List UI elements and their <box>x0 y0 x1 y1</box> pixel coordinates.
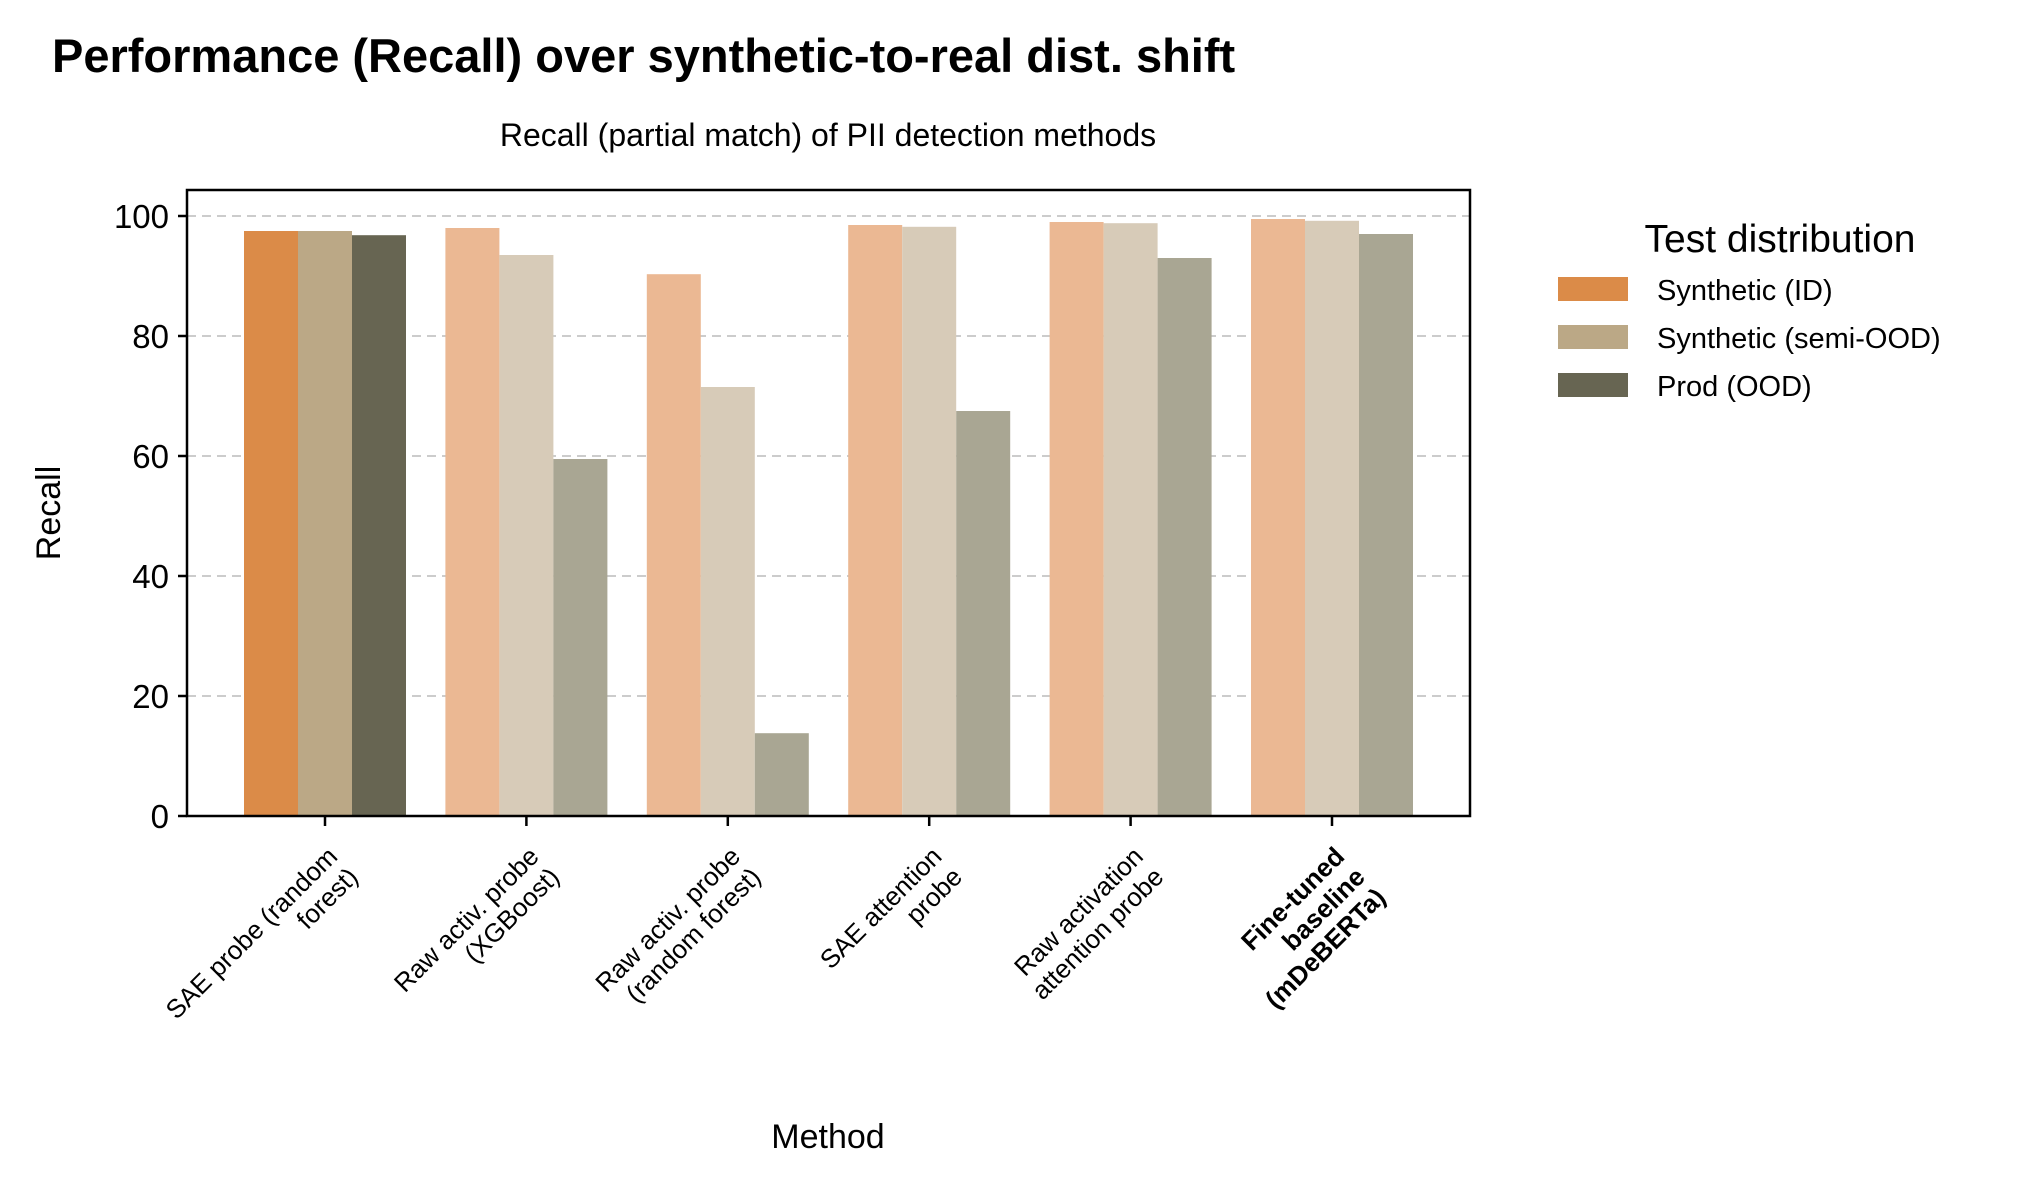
bar-prod-ood <box>956 411 1011 816</box>
bar-synthetic-id <box>244 231 298 816</box>
bar-synthetic-semi-ood <box>700 387 755 816</box>
y-tick-label: 60 <box>132 438 169 475</box>
bar-prod-ood <box>754 733 809 816</box>
chart-title: Performance (Recall) over synthetic-to-r… <box>52 29 1235 82</box>
bar-synthetic-id <box>445 228 500 816</box>
x-tick-label: SAE attentionprobe <box>814 841 968 995</box>
bar-prod-ood <box>1359 234 1413 816</box>
legend: Test distribution Synthetic (ID) Syntheti… <box>1558 218 1941 403</box>
bar-synthetic-semi-ood <box>1305 220 1359 817</box>
x-axis-ticks: SAE probe (randomforest) Raw activ. probe… <box>160 816 1391 1045</box>
legend-item-label: Synthetic (semi-OOD) <box>1657 323 1941 355</box>
y-tick-label: 20 <box>132 678 169 715</box>
bar-synthetic-semi-ood <box>298 231 352 816</box>
legend-item-label: Prod (OOD) <box>1657 371 1812 403</box>
legend-swatch <box>1558 373 1628 397</box>
bars <box>244 219 1413 817</box>
x-tick-label: Raw activationattention probe <box>1005 841 1169 1005</box>
y-axis-ticks: 0 20 40 60 80 100 <box>114 198 187 835</box>
y-tick-label: 40 <box>132 558 169 595</box>
x-tick-label: SAE probe (randomforest) <box>160 841 364 1045</box>
legend-swatch <box>1558 325 1628 349</box>
y-tick-label: 80 <box>132 318 169 355</box>
bar-prod-ood <box>352 235 406 816</box>
legend-item-label: Synthetic (ID) <box>1657 275 1833 307</box>
x-tick-label: Raw activ. probe(random forest) <box>589 841 766 1018</box>
legend-title: Test distribution <box>1645 218 1916 261</box>
plot-frame <box>185 188 1472 818</box>
bar-synthetic-id <box>1049 222 1104 816</box>
y-axis-label: Recall <box>30 466 68 560</box>
bar-synthetic-id <box>848 225 903 816</box>
y-tick-label: 0 <box>151 798 169 835</box>
bar-prod-ood <box>553 459 608 816</box>
bar-synthetic-semi-ood <box>1103 223 1158 816</box>
bar-synthetic-semi-ood <box>499 255 554 816</box>
bar-synthetic-id <box>1251 219 1305 816</box>
chart-subtitle: Recall (partial match) of PII detection … <box>500 117 1156 153</box>
y-tick-label: 100 <box>114 198 169 235</box>
x-axis-label: Method <box>771 1118 884 1156</box>
bar-prod-ood <box>1157 258 1212 816</box>
x-tick-label: Raw activ. probe(XGBoost) <box>388 841 565 1018</box>
bar-synthetic-id <box>646 274 701 816</box>
x-tick-label: Fine-tunedbaseline(mDeBERTa) <box>1218 841 1391 1014</box>
bar-synthetic-semi-ood <box>902 226 957 817</box>
legend-swatch <box>1558 277 1628 301</box>
